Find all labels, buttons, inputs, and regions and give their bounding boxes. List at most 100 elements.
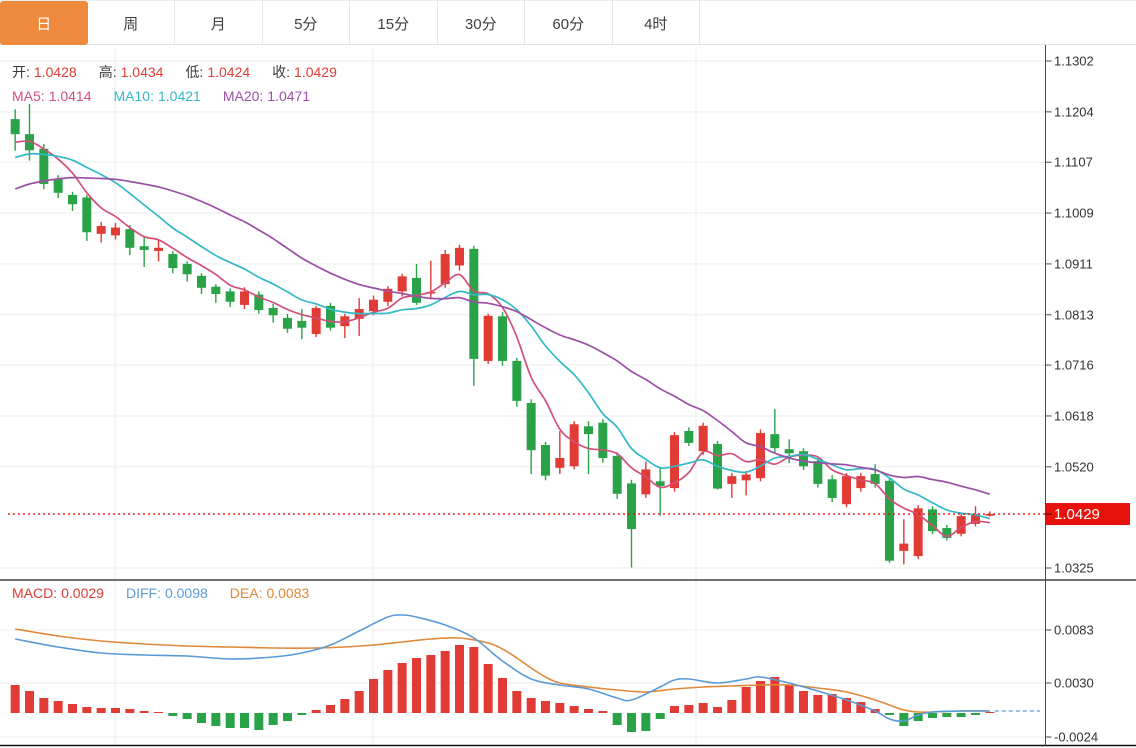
candle [96, 221, 106, 243]
candle [311, 305, 321, 338]
macd-bar [612, 713, 622, 725]
diff-label: DIFF: [125, 585, 161, 601]
macd-bar [885, 713, 894, 715]
macd-bar [53, 701, 63, 713]
candle [885, 478, 894, 563]
candle [741, 470, 751, 496]
candle [182, 261, 192, 282]
macd-bar [598, 711, 608, 713]
timeframe-tabbar: 日周月 5分 15分 30分 60分 4时 [0, 1, 1136, 45]
tab-week[interactable]: 周 [88, 1, 175, 45]
candle [956, 513, 966, 537]
candle [569, 421, 579, 470]
macd-bar [827, 694, 837, 713]
axis-tick-label: 1.1107 [1054, 155, 1093, 170]
macd-bar [928, 713, 937, 718]
ma20-label: MA20: [222, 88, 264, 104]
close-value: 1.0429 [294, 64, 337, 80]
macd-bar [741, 687, 751, 713]
ma10-value: 1.0421 [157, 88, 201, 104]
candle [254, 291, 264, 314]
high-value: 1.0434 [120, 64, 164, 80]
macd-legend-diff: DIFF: 0.0098 [126, 585, 212, 601]
macd-bar [397, 663, 407, 713]
candle [971, 506, 980, 527]
ma5-label: MA5: [12, 88, 45, 104]
tab-30min[interactable]: 30分 [438, 1, 525, 45]
macd-bar [440, 651, 450, 713]
macd-bar [555, 703, 565, 713]
tab-month[interactable]: 月 [175, 1, 263, 45]
frame-layer [0, 45, 1136, 747]
diff-line [15, 614, 990, 723]
ma20-line [14, 176, 991, 496]
macd-bar [182, 713, 192, 719]
candle [139, 237, 149, 268]
candle [340, 313, 350, 339]
tab-4hour[interactable]: 4时 [613, 1, 700, 45]
macd-bar [412, 658, 421, 713]
macd-bar [913, 713, 923, 721]
candle [25, 104, 34, 161]
macd-bar [483, 664, 493, 713]
macd-bar [383, 670, 393, 713]
open-label: 开: [12, 64, 30, 80]
axis-tick-label: 1.1009 [1054, 206, 1094, 221]
candle [842, 473, 851, 508]
candle [82, 194, 92, 242]
ma-legend-ma5: MA5: 1.0414 [12, 88, 96, 104]
macd-bar [39, 698, 49, 713]
tab-15min[interactable]: 15分 [350, 1, 438, 45]
macd-bar [311, 710, 321, 713]
candle [111, 222, 120, 240]
macd-bar [655, 713, 665, 719]
macd-bar [10, 685, 20, 713]
price-axis-labels: 1.1302 1.1204 1.1107 1.1009 1.0911 1.0813 1.07… [1045, 54, 1098, 745]
tab-60min[interactable]: 60分 [525, 1, 613, 45]
macd-bar [856, 702, 866, 713]
candle [684, 427, 694, 447]
close-label: 收: [272, 64, 291, 80]
ma-lines-layer [14, 140, 991, 538]
macd-bar [283, 713, 292, 721]
candle [225, 288, 235, 307]
macd-bar [670, 706, 679, 713]
candle [483, 313, 493, 365]
tab-5min[interactable]: 5分 [263, 1, 350, 45]
ma10-label: MA10: [113, 88, 154, 104]
candle [942, 524, 952, 541]
grid-layer [0, 49, 1046, 745]
macd-bar [813, 695, 823, 713]
axis-tick-label: 0.0030 [1054, 676, 1094, 691]
candle [555, 431, 565, 475]
ohlc-legend-low: 低: 1.0424 [185, 64, 254, 80]
macd-value: 0.0029 [61, 585, 104, 601]
current-price-label: 1.0429 [1054, 506, 1100, 523]
candle [455, 244, 464, 271]
axis-tick-label: 1.1302 [1054, 54, 1094, 69]
macd-bar [369, 679, 378, 713]
candle [526, 399, 536, 475]
candle [10, 109, 20, 151]
candle [928, 506, 937, 535]
macd-bar [756, 681, 765, 713]
macd-bar [713, 707, 722, 713]
macd-bar [641, 713, 651, 731]
dea-label: DEA: [229, 585, 263, 601]
candle [498, 312, 507, 366]
low-label: 低: [185, 64, 204, 80]
candle [240, 287, 249, 310]
tab-day[interactable]: 日 [0, 1, 88, 45]
macd-bar [569, 706, 579, 713]
ma-legend-ma20: MA20: 1.0471 [223, 88, 314, 104]
candle [268, 303, 278, 323]
high-label: 高: [98, 64, 117, 80]
candle [283, 313, 292, 333]
low-value: 1.0424 [207, 64, 251, 80]
candle [154, 239, 163, 262]
candle [784, 439, 794, 464]
macd-histogram-layer [10, 645, 995, 732]
candle [211, 284, 221, 303]
macd-bar [96, 708, 106, 713]
